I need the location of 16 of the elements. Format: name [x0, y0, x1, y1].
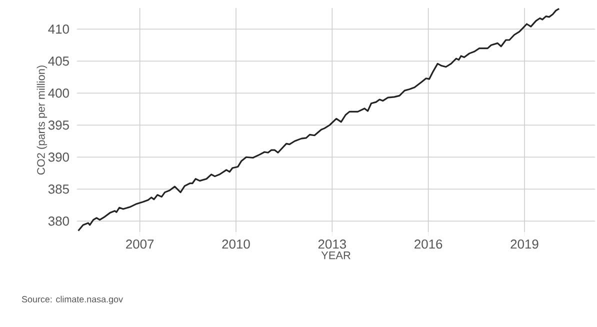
y-tick-label: 400 [48, 88, 69, 98]
y-tick-label: 405 [48, 56, 69, 66]
x-axis-title: YEAR [321, 252, 350, 260]
x-tick-label: 2019 [510, 240, 538, 249]
y-tick-label: 410 [48, 24, 69, 34]
y-axis-title: CO2 (parts per million) [36, 66, 48, 175]
y-tick-label: 390 [48, 152, 69, 162]
line-series [77, 8, 560, 232]
x-tick-label: 2007 [126, 240, 154, 249]
y-tick-label: 395 [48, 120, 69, 130]
x-tick-label: 2013 [318, 240, 346, 249]
x-tick-label: 2010 [222, 240, 250, 249]
x-tick-label: 2016 [414, 240, 442, 249]
y-tick-label: 385 [48, 184, 69, 194]
y-tick-label: 380 [48, 216, 69, 226]
source-note: Source: climate.nasa.gov [22, 296, 123, 304]
